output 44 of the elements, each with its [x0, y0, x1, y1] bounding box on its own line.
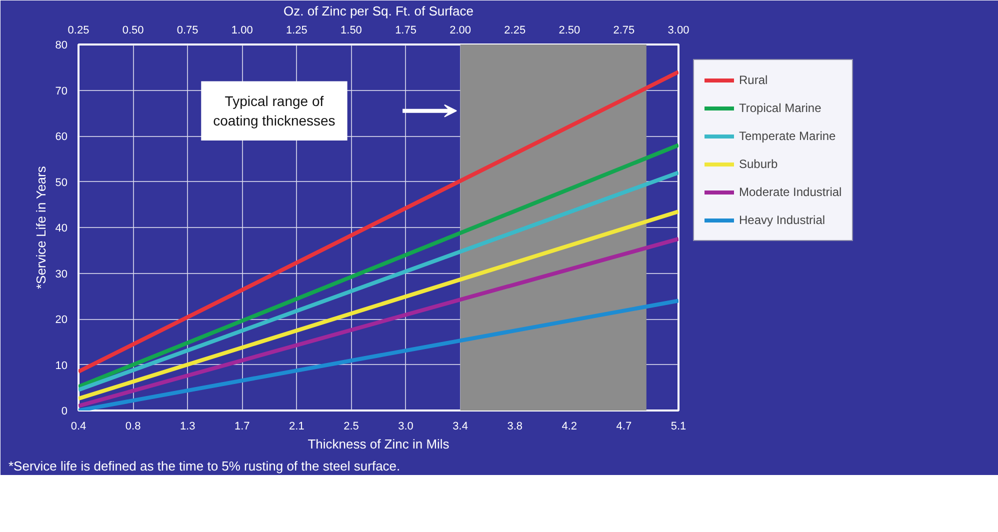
x-tick-label: 1.7 — [234, 420, 250, 432]
x-tick-label: 3.4 — [452, 420, 468, 432]
x2-axis-title: Oz. of Zinc per Sq. Ft. of Surface — [283, 4, 474, 18]
y-tick-label: 60 — [55, 131, 68, 143]
y-tick-label: 10 — [55, 360, 68, 372]
y-tick-label: 30 — [55, 268, 68, 280]
x2-tick-label: 2.50 — [558, 24, 580, 36]
x2-tick-label: 0.75 — [176, 24, 198, 36]
x-tick-label: 3.0 — [398, 420, 414, 432]
x-tick-label: 1.3 — [180, 420, 196, 432]
x-tick-label: 4.2 — [562, 420, 578, 432]
x-tick-label: 2.5 — [344, 420, 359, 432]
x2-tick-label: 1.00 — [231, 24, 253, 36]
y-tick-label: 50 — [55, 176, 68, 189]
y-tick-label: 40 — [55, 222, 68, 234]
x2-tick-label: 2.75 — [613, 24, 635, 36]
y-tick-label: 0 — [61, 406, 68, 418]
x-tick-label: 5.1 — [670, 420, 686, 432]
x2-tick-label: 0.25 — [68, 24, 90, 36]
y-axis-title: *Service Life in Years — [33, 166, 48, 290]
legend-label: Rural — [739, 73, 768, 87]
x2-tick-label: 1.50 — [340, 24, 362, 36]
legend-label: Tropical Marine — [739, 101, 822, 115]
annotation: Typical range of coating thicknesses — [213, 93, 336, 128]
x2-tick-label: 2.00 — [450, 24, 472, 36]
x2-tick-label: 3.00 — [668, 24, 690, 36]
legend-label: Moderate Industrial — [739, 185, 842, 199]
y-tick-label: 80 — [55, 40, 68, 52]
legend-label: Suburb — [739, 157, 778, 171]
legend-label: Temperate Marine — [739, 129, 836, 143]
x2-tick-label: 2.25 — [504, 24, 526, 36]
legend-label: Heavy Industrial — [739, 213, 826, 227]
y-tick-label: 20 — [55, 314, 68, 326]
x-tick-label: 2.1 — [289, 420, 304, 432]
x2-tick-label: 1.25 — [286, 24, 308, 36]
x-tick-label: 4.7 — [616, 420, 632, 432]
x-tick-label: 3.8 — [507, 420, 523, 432]
x-axis-title: Thickness of Zinc in Mils — [308, 436, 450, 452]
x2-tick-label: 0.50 — [122, 24, 144, 36]
y-tick-label: 70 — [55, 85, 68, 98]
x-tick-label: 0.8 — [125, 420, 141, 432]
x-tick-label: 0.4 — [70, 420, 86, 432]
text: *Service life is defined as the time to 5% rusting of the steel surface. — [8, 458, 400, 474]
x2-tick-label: 1.75 — [395, 24, 416, 36]
